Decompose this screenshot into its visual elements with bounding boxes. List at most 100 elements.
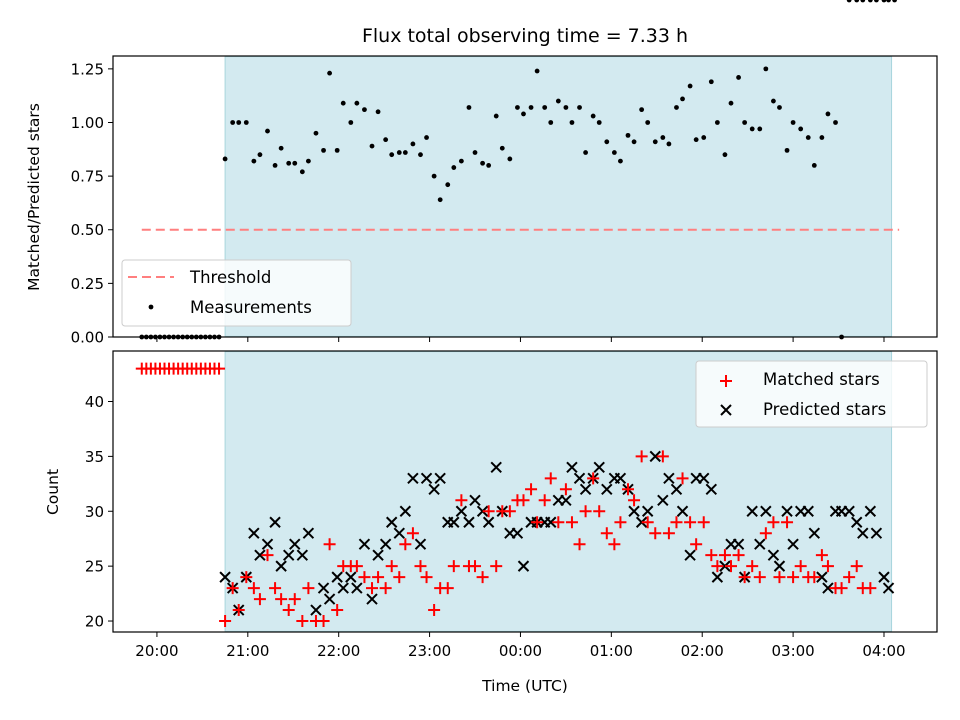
measurement-point	[687, 83, 693, 89]
legend-measurements-label: Measurements	[190, 298, 312, 317]
predicted-star-point	[434, 472, 446, 485]
measurement-point	[784, 147, 790, 153]
measurement-point	[542, 105, 548, 110]
measurement-point	[881, 0, 887, 3]
matched-star-point	[670, 516, 683, 529]
measurement-point	[499, 145, 505, 151]
measurement-point	[383, 137, 389, 143]
matched-star-point	[269, 582, 282, 595]
predicted-star-point	[393, 527, 405, 539]
measurement-point	[577, 105, 582, 110]
matched-star-point	[428, 604, 441, 617]
predicted-star-point	[657, 494, 669, 506]
predicted-star-point	[351, 582, 363, 594]
matched-star-point	[393, 571, 406, 584]
matched-star-point	[697, 516, 710, 529]
measurement-point	[278, 145, 284, 151]
matched-star-point	[808, 571, 821, 584]
matched-star-point	[213, 362, 226, 375]
predicted-star-point	[248, 527, 260, 539]
predicted-star-point	[275, 560, 287, 572]
matched-star-point	[705, 549, 718, 562]
matched-star-point	[608, 538, 621, 551]
predicted-star-point	[414, 538, 427, 550]
predicted-star-point	[808, 527, 821, 539]
measurement-point	[749, 126, 755, 132]
measurement-point	[742, 120, 748, 125]
matched-star-point	[628, 494, 641, 507]
measurement-point	[327, 70, 333, 76]
measurement-point	[611, 150, 617, 155]
matched-star-point	[503, 505, 516, 518]
predicted-star-point	[698, 472, 710, 485]
predicted-star-point	[296, 549, 309, 561]
measurement-point	[445, 182, 451, 188]
legend-measurements-swatch	[148, 304, 154, 310]
measurement-point	[515, 105, 520, 110]
measurement-point	[790, 120, 796, 125]
matched-star-point	[531, 516, 544, 529]
legend-predicted-label: Predicted stars	[763, 400, 886, 419]
measurement-point	[480, 160, 485, 166]
measurement-point	[313, 130, 319, 136]
predicted-star-point	[379, 538, 392, 550]
predicted-star-point	[641, 505, 654, 517]
predicted-star-point	[767, 549, 780, 561]
measurement-point	[639, 107, 645, 113]
matched-star-point	[850, 560, 863, 573]
measurement-point	[625, 132, 631, 138]
predicted-star-point	[482, 516, 495, 528]
predicted-star-point	[517, 560, 530, 572]
y-tick-label: 20	[85, 613, 104, 631]
matched-star-point	[317, 615, 330, 628]
x-tick-label: 04:00	[862, 642, 905, 660]
predicted-star-point	[511, 527, 524, 539]
measurement-point	[886, 0, 891, 3]
top-panel: 0.00 0.25 0.50 0.75 1.00 1.25 Matched/Predict…	[25, 0, 938, 347]
measurement-point	[286, 160, 292, 166]
x-tick-label: 23:00	[408, 642, 451, 660]
matched-star-point	[232, 604, 245, 617]
y-tick-label: 35	[85, 448, 104, 466]
measurement-point	[222, 156, 228, 162]
measurement-point	[867, 0, 873, 3]
matched-star-point	[414, 560, 427, 573]
matched-stars-series	[136, 362, 877, 628]
measurement-point	[666, 141, 672, 147]
matched-star-point	[690, 538, 703, 551]
top-legend: Threshold Measurements	[121, 259, 352, 327]
matched-star-point	[538, 494, 551, 507]
measurement-point	[369, 143, 375, 149]
measurement-point	[811, 162, 817, 168]
measurement-point	[660, 135, 666, 140]
measurement-point	[874, 0, 879, 3]
measurement-point	[257, 152, 263, 158]
predicted-star-point	[663, 472, 675, 485]
matched-star-point	[455, 494, 468, 507]
predicted-star-point	[614, 472, 627, 485]
predicted-star-point	[676, 505, 689, 517]
matched-star-point	[476, 571, 489, 584]
predicted-star-point	[566, 461, 578, 474]
matched-star-point	[684, 516, 697, 529]
matched-star-point	[732, 549, 745, 562]
measurements-series	[139, 0, 897, 340]
measurement-point	[722, 152, 728, 158]
matched-star-point	[517, 494, 530, 507]
matched-star-point	[622, 483, 634, 496]
measurement-point	[321, 147, 326, 153]
measurement-point	[583, 150, 588, 155]
measurement-point	[714, 120, 720, 125]
predicted-star-point	[323, 593, 336, 605]
predicted-star-point	[773, 560, 786, 572]
predicted-star-point	[331, 571, 343, 583]
matched-star-point	[725, 560, 737, 573]
matched-star-point	[288, 593, 301, 606]
x-tick-label: 00:00	[499, 642, 542, 660]
predicted-star-point	[760, 505, 772, 517]
y-tick-label: 0.00	[71, 329, 104, 347]
matched-star-point	[331, 604, 344, 617]
measurement-point	[569, 120, 575, 125]
predicted-star-point	[628, 505, 640, 517]
chart-title: Flux total observing time = 7.33 h	[362, 25, 688, 47]
